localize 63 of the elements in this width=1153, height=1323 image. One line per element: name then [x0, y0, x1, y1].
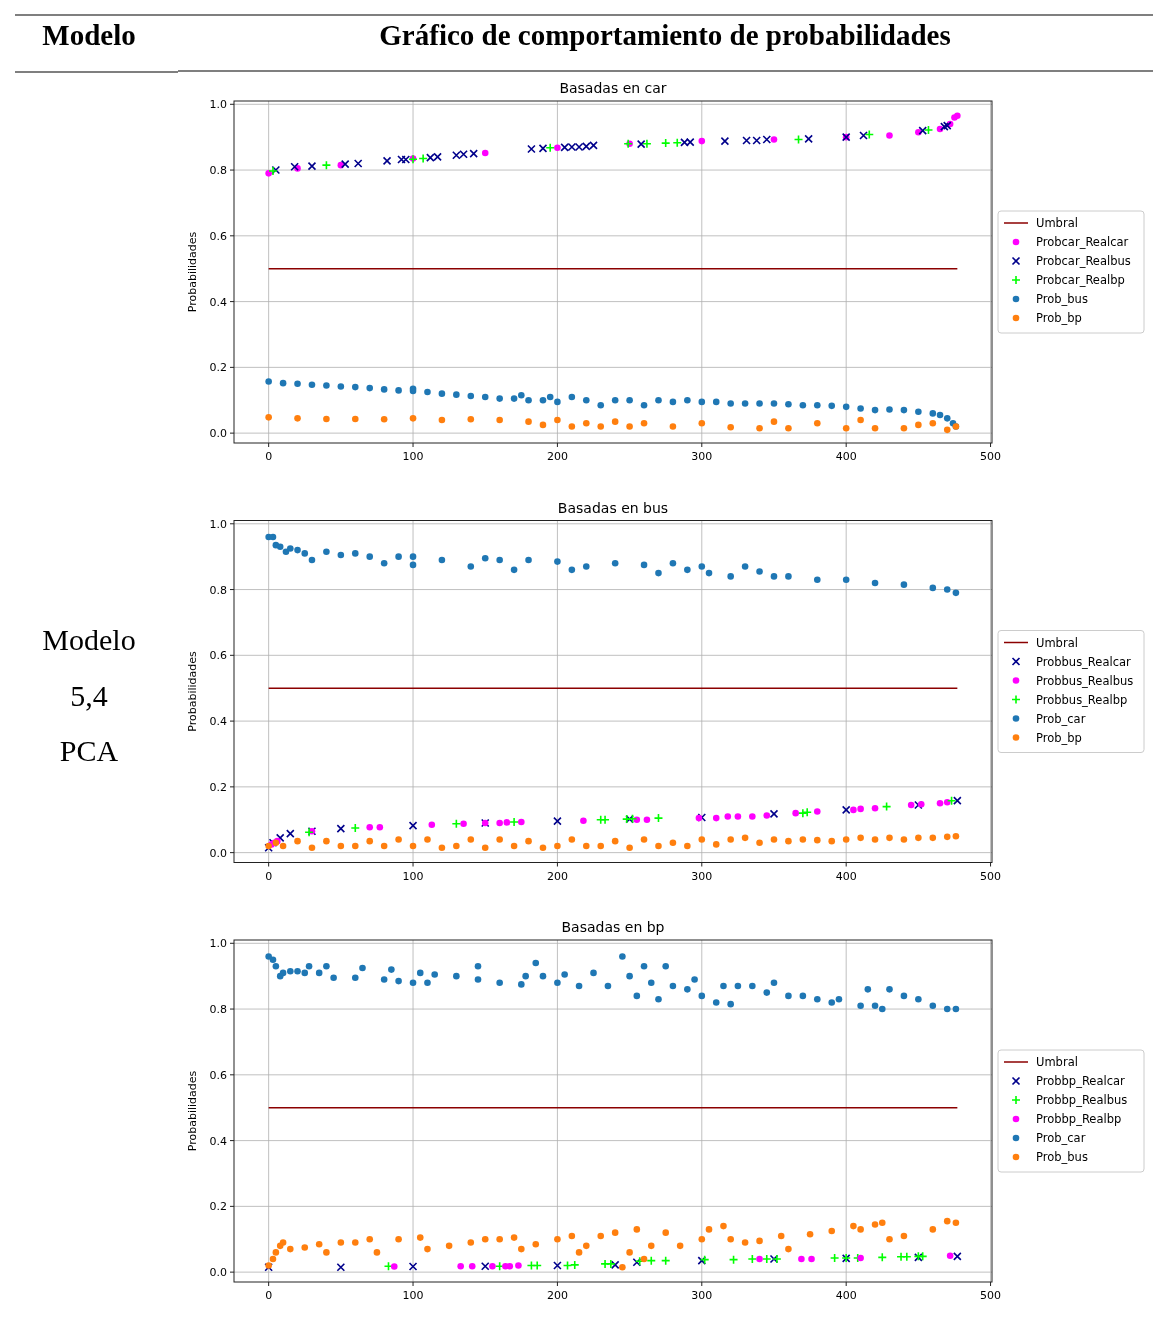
- x-tick-label: 200: [546, 1289, 568, 1302]
- x-tick-label: 200: [546, 869, 568, 883]
- y-axis-title: Probabilidades: [186, 1070, 199, 1152]
- x-tick-label: 100: [402, 1289, 424, 1302]
- y-tick-label: 0.2: [209, 361, 227, 375]
- x-tick-label: 500: [980, 450, 1002, 463]
- x-tick-label: 100: [402, 869, 424, 883]
- legend-label: Probbp_Realcar: [1036, 1074, 1126, 1088]
- legend-label: Umbral: [1036, 216, 1078, 230]
- text: Modelo 5,4 PCA: [42, 623, 136, 767]
- x-tick-label: 0: [265, 869, 273, 883]
- y-tick-label: 0.0: [209, 846, 227, 860]
- legend-label: Probbus_Realcar: [1036, 654, 1132, 669]
- y-tick-label: 0.4: [209, 1134, 227, 1148]
- x-tick-label: 200: [546, 450, 568, 463]
- y-tick-label: 0.2: [209, 780, 227, 794]
- y-tick-label: 0.8: [209, 1003, 227, 1017]
- y-tick-label: 0.8: [209, 583, 227, 597]
- legend-label: Probcar_Realcar: [1036, 235, 1129, 249]
- y-tick-label: 0.2: [209, 1200, 227, 1214]
- x-tick-label: 400: [835, 869, 857, 883]
- x-tick-label: 100: [402, 450, 424, 463]
- legend-label: Prob_bus: [1036, 1150, 1088, 1164]
- legend-label: Probbus_Realbp: [1036, 692, 1128, 707]
- y-tick-label: 1.0: [209, 98, 227, 112]
- y-tick-label: 0.6: [209, 649, 227, 663]
- legend-label: Umbral: [1036, 1055, 1078, 1069]
- legend-label: Prob_bus: [1036, 292, 1088, 306]
- text: Modelo: [42, 19, 136, 51]
- x-tick-label: 500: [980, 869, 1002, 883]
- legend-label: Probbus_Realbus: [1036, 673, 1134, 688]
- y-tick-label: 0.8: [209, 164, 227, 178]
- legend-label: Prob_car: [1036, 1131, 1086, 1145]
- y-axis-title: Probabilidades: [186, 231, 199, 313]
- legend-label: Umbral: [1036, 635, 1078, 650]
- y-tick-label: 0.0: [209, 1266, 227, 1280]
- legend-label: Probbp_Realbp: [1036, 1112, 1122, 1126]
- y-tick-label: 0.6: [209, 229, 227, 243]
- chart-title: Basadas en bus: [557, 499, 669, 516]
- y-tick-label: 1.0: [209, 517, 227, 531]
- text: Gráfico de comportamiento de probabilidades: [379, 19, 951, 51]
- legend-label: Prob_bp: [1036, 730, 1082, 745]
- x-tick-label: 0: [265, 450, 273, 463]
- x-tick-label: 300: [691, 450, 713, 463]
- x-tick-label: 0: [265, 1289, 273, 1302]
- y-tick-label: 1.0: [209, 937, 227, 951]
- y-tick-label: 0.4: [209, 295, 227, 309]
- x-tick-label: 500: [980, 1289, 1002, 1302]
- chart-title: Basadas en car: [559, 80, 667, 96]
- legend-label: Prob_car: [1036, 711, 1086, 726]
- y-tick-label: 0.6: [209, 1068, 227, 1082]
- x-tick-label: 400: [835, 1289, 857, 1302]
- x-tick-label: 300: [691, 869, 713, 883]
- legend-label: Probcar_Realbp: [1036, 273, 1125, 287]
- chart-title: Basadas en bp: [561, 919, 665, 935]
- x-tick-label: 400: [835, 450, 857, 463]
- x-tick-label: 300: [691, 1289, 713, 1302]
- y-tick-label: 0.0: [209, 427, 227, 441]
- legend-label: Probbp_Realbus: [1036, 1093, 1128, 1107]
- y-axis-title: Probabilidades: [186, 650, 199, 732]
- y-tick-label: 0.4: [209, 715, 227, 729]
- legend-label: Prob_bp: [1036, 311, 1082, 325]
- legend-label: Probcar_Realbus: [1036, 254, 1131, 268]
